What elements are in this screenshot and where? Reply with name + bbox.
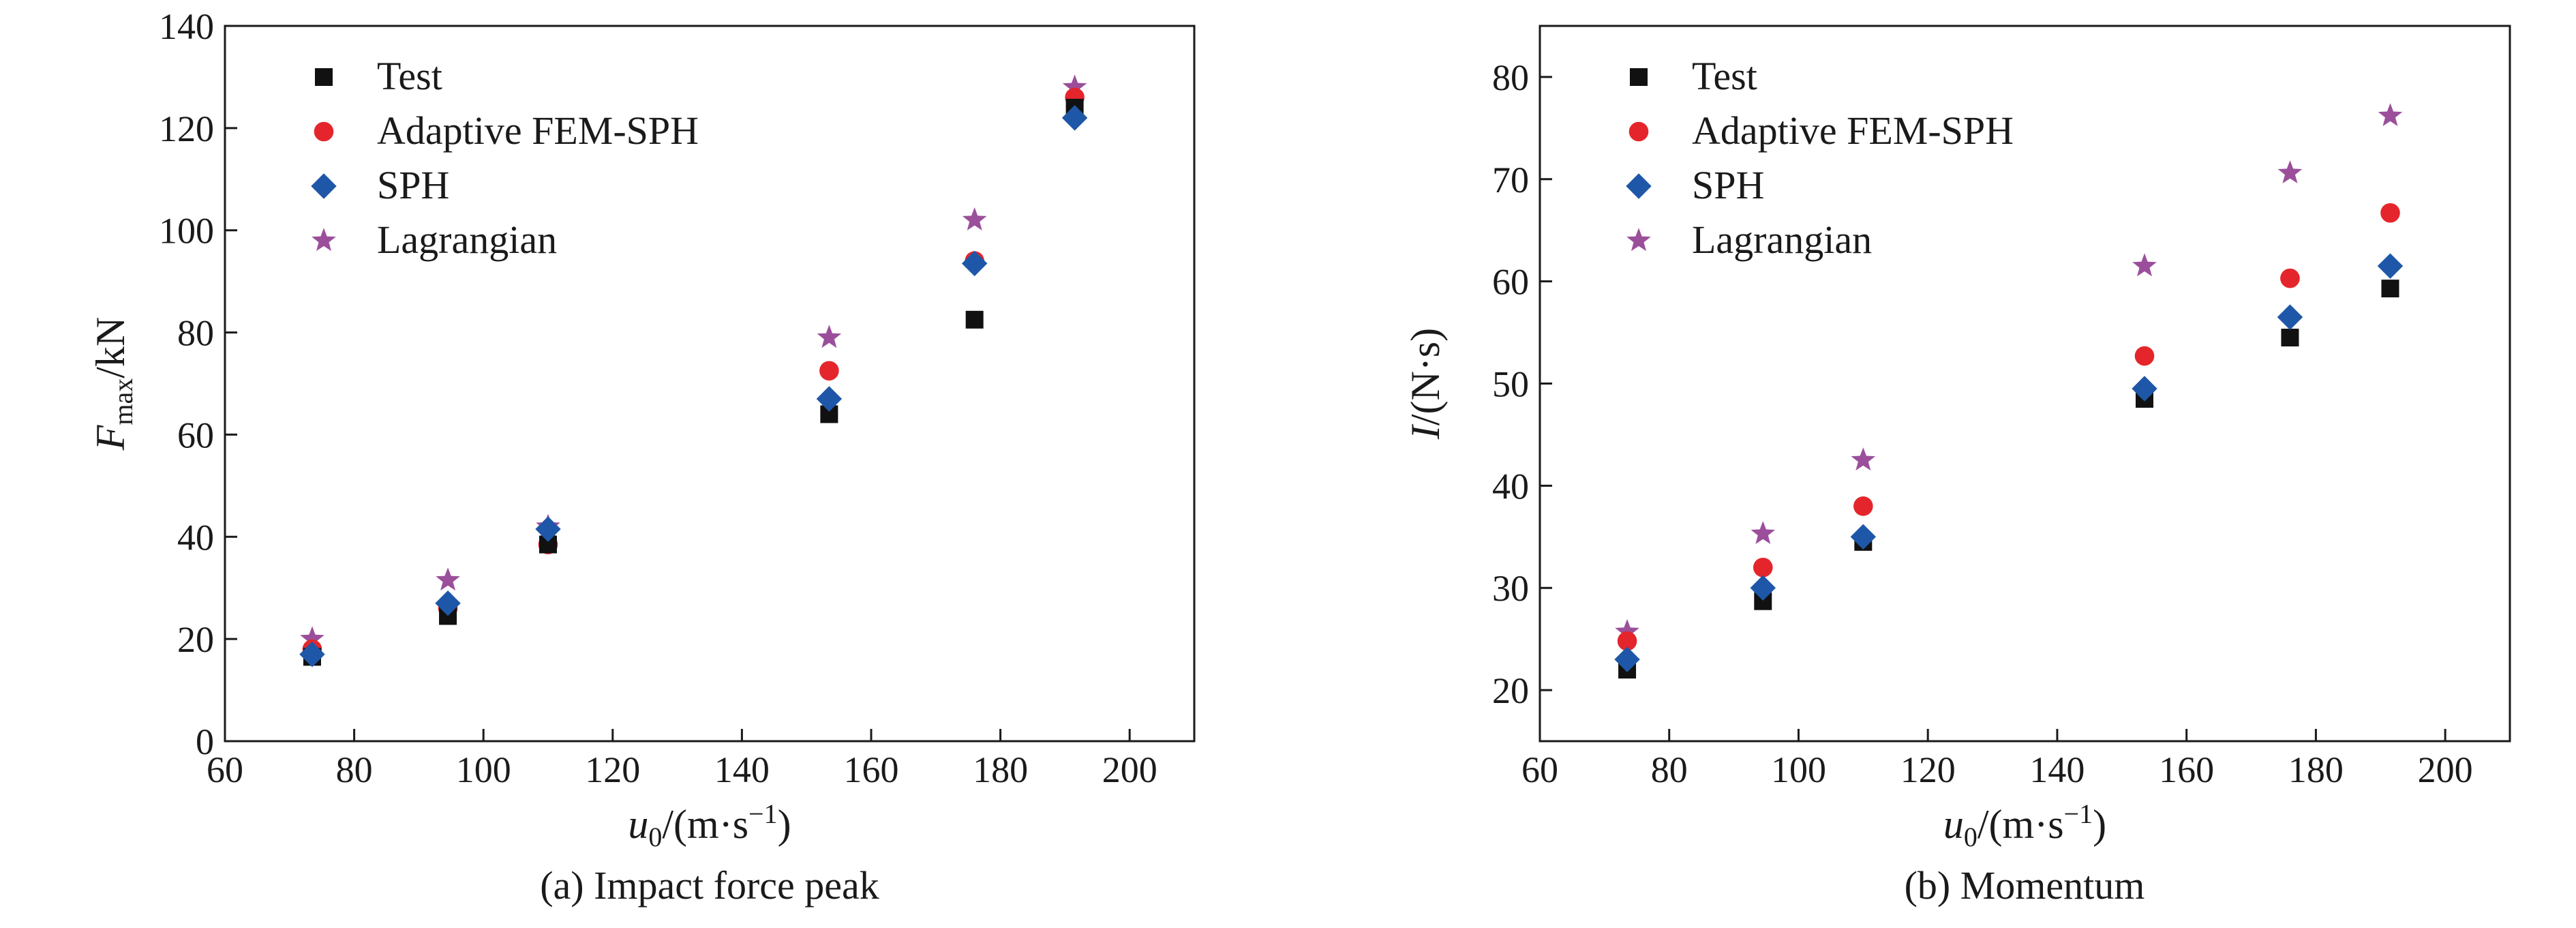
x-tick-label: 100 [456,749,511,790]
legend-label-test: Test [1692,54,1757,98]
legend-marker-adaptive-fem-sph [314,121,334,142]
legend-label-test: Test [377,54,442,98]
y-tick-label: 20 [177,619,214,660]
data-point-lagrangian [300,626,324,650]
data-point-lagrangian [2132,253,2157,277]
data-point-sph [2377,253,2404,279]
data-point-adaptive-fem-sph [2134,346,2155,366]
data-point-adaptive-fem-sph [2380,203,2400,223]
y-tick-label: 40 [1492,466,1529,507]
data-point-adaptive-fem-sph [1853,496,1873,516]
x-tick-label: 80 [336,749,373,790]
y-tick-label: 60 [1492,262,1529,303]
data-point-sph [435,590,461,616]
x-axis-label: u0/(m·s−1) [628,798,791,852]
y-axis-label: Fmax/kN [88,317,138,451]
y-tick-label: 30 [1492,568,1529,609]
y-tick-label: 40 [177,517,214,558]
y-tick-label: 60 [177,415,214,455]
legend-marker-test [1630,68,1648,86]
data-point-sph [1614,646,1640,672]
legend-marker-lagrangian [1626,228,1651,252]
x-tick-label: 140 [2029,749,2085,790]
x-tick-label: 180 [2288,749,2344,790]
y-tick-label: 100 [159,211,214,252]
x-tick-label: 60 [207,749,243,790]
y-tick-label: 140 [159,6,214,47]
data-point-lagrangian [962,207,987,230]
legend-label-adaptive-fem-sph: Adaptive FEM-SPH [1692,108,2014,153]
data-point-sph [299,641,325,668]
chart-a: 60 80 100 120 140 160 180 200 0 20 40 60 80 100 120 140… [88,6,1196,908]
chart-caption: (b) Momentum [1905,863,2145,908]
x-tick-label: 160 [844,749,899,790]
legend-label-adaptive-fem-sph: Adaptive FEM-SPH [377,108,699,153]
legend-marker-sph [311,173,337,199]
legend-marker-lagrangian [312,228,336,252]
y-tick-label: 50 [1492,364,1529,405]
x-tick-label: 160 [2159,749,2214,790]
data-point-sph [816,386,843,412]
data-point-sph [1850,524,1877,550]
data-point-lagrangian [2378,103,2403,126]
data-point-sph [961,250,988,277]
x-tick-label: 140 [714,749,770,790]
x-tick-label: 80 [1651,749,1688,790]
y-tick-label: 70 [1492,160,1529,200]
x-tick-label: 180 [973,749,1028,790]
data-point-sph [1061,105,1088,131]
data-point-lagrangian [436,567,460,591]
plot-frame [224,25,1196,743]
data-point-sph [535,516,561,542]
y-tick-label: 80 [177,313,214,354]
x-tick-label: 100 [1771,749,1826,790]
data-point-lagrangian [1062,74,1087,98]
data-point-sph [1750,575,1776,601]
data-point-test [2381,280,2399,298]
legend-marker-adaptive-fem-sph [1628,121,1649,142]
data-point-lagrangian [1851,447,1876,470]
data-point-adaptive-fem-sph [2280,268,2300,288]
data-point-test [965,310,984,329]
x-tick-label: 200 [2418,749,2473,790]
y-axis-label: I/(N·s) [1403,328,1448,440]
data-point-lagrangian [2277,160,2303,183]
data-point-adaptive-fem-sph [1753,557,1773,578]
legend-label-lagrangian: Lagrangian [377,218,557,262]
legend-marker-test [315,68,333,86]
data-point-sph [2277,304,2303,330]
x-tick-label: 200 [1102,749,1157,790]
x-tick-label: 120 [585,749,640,790]
y-tick-label: 120 [159,108,214,149]
data-point-lagrangian [1751,521,1776,544]
legend: Test Adaptive FEM-SPH SPH Lagrangian [311,54,699,262]
chart-b: 60 80 100 120 140 160 180 200 20 30 40 50 60 70 80 u0/(… [1403,25,2511,908]
data-point-test [2281,329,2299,347]
legend: Test Adaptive FEM-SPH SPH Lagrangian [1626,54,2014,262]
data-point-lagrangian [817,325,842,348]
y-tick-label: 80 [1492,57,1529,98]
legend-marker-sph [1626,173,1652,199]
data-point-adaptive-fem-sph [1617,631,1637,651]
legend-label-sph: SPH [377,163,449,207]
y-tick-label: 20 [1492,670,1529,711]
x-tick-label: 60 [1521,749,1558,790]
data-point-lagrangian [1615,618,1639,642]
chart-caption: (a) Impact force peak [540,863,879,908]
x-tick-label: 120 [1900,749,1956,790]
x-axis-label: u0/(m·s−1) [1943,798,2106,852]
data-point-adaptive-fem-sph [819,361,839,381]
plot-frame [1539,25,2511,743]
y-tick-label: 0 [196,721,214,762]
legend-label-sph: SPH [1692,163,1764,207]
legend-label-lagrangian: Lagrangian [1692,218,1872,262]
data-point-sph [2132,376,2157,402]
